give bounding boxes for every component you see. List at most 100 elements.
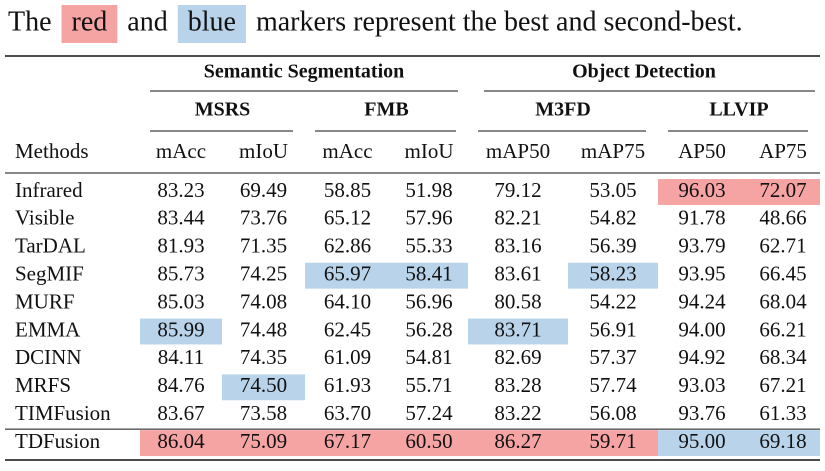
caption-text: The [8, 6, 52, 37]
cell-value: 74.25 [240, 262, 287, 286]
cell-value: 61.09 [324, 345, 371, 369]
cell-value: 67.17 [324, 429, 371, 453]
cell-value: 73.58 [240, 401, 287, 425]
cell-value: 60.50 [405, 429, 452, 453]
cell-value: 58.41 [405, 262, 452, 286]
cell-value: 61.33 [759, 401, 806, 425]
highlight [658, 179, 746, 205]
column-header: mAcc [156, 139, 206, 163]
cell-value: 57.74 [589, 373, 637, 397]
cell-value: 83.28 [494, 373, 541, 397]
cell-value: 83.67 [157, 401, 204, 425]
method-name: Visible [15, 206, 74, 230]
highlight [390, 430, 468, 457]
cell-value: 74.50 [240, 373, 287, 397]
cell-value: 79.12 [494, 178, 541, 202]
cell-value: 83.23 [157, 178, 204, 202]
cell-value: 61.93 [324, 373, 371, 397]
cell-value: 54.82 [589, 206, 636, 230]
caption-text: red [72, 6, 108, 37]
cell-value: 55.33 [405, 234, 452, 258]
method-name: TarDAL [15, 234, 86, 258]
cell-value: 85.03 [157, 289, 204, 313]
cell-value: 51.98 [405, 178, 452, 202]
cell-value: 48.66 [759, 206, 806, 230]
cell-value: 71.35 [240, 234, 287, 258]
column-header: mIoU [239, 139, 288, 163]
group-header: Object Detection [572, 61, 716, 83]
caption-swatch [61, 5, 118, 43]
cell-value: 69.49 [240, 178, 287, 202]
cell-value: 58.23 [589, 262, 636, 286]
highlight [140, 430, 222, 457]
cell-value: 65.97 [324, 262, 371, 286]
cell-value: 80.58 [494, 289, 541, 313]
column-header: AP50 [678, 139, 726, 163]
cell-value: 56.91 [589, 317, 636, 341]
dataset-header: LLVIP [709, 99, 768, 121]
highlight [305, 262, 390, 289]
method-name: DCINN [15, 345, 82, 369]
highlight [222, 374, 305, 401]
cell-value: 72.07 [759, 178, 806, 202]
cell-value: 94.24 [678, 289, 726, 313]
cell-value: 85.99 [157, 317, 204, 341]
dataset-header: FMB [364, 99, 408, 121]
highlight [568, 262, 658, 289]
column-header: mAP75 [581, 139, 645, 163]
cell-value: 93.76 [678, 401, 725, 425]
cell-value: 86.27 [494, 429, 541, 453]
cell-value: 84.11 [158, 345, 204, 369]
group-header: Semantic Segmentation [204, 61, 405, 83]
cell-value: 85.73 [157, 262, 204, 286]
highlight [568, 430, 658, 457]
caption-text: blue [188, 6, 236, 37]
method-name: MURF [15, 289, 75, 313]
cell-value: 57.37 [589, 345, 636, 369]
highlight [468, 430, 568, 457]
highlight [746, 430, 820, 457]
cell-value: 83.71 [494, 317, 541, 341]
cell-value: 93.79 [678, 234, 725, 258]
cell-value: 56.39 [589, 234, 636, 258]
cell-value: 68.04 [759, 289, 807, 313]
method-name: Infrared [15, 178, 83, 202]
dataset-header: MSRS [195, 99, 251, 121]
cell-value: 57.24 [405, 401, 453, 425]
cell-value: 62.86 [324, 234, 371, 258]
cell-value: 56.28 [405, 317, 452, 341]
dataset-header: M3FD [535, 99, 591, 121]
cell-value: 64.10 [324, 289, 371, 313]
cell-value: 73.76 [240, 206, 287, 230]
cell-value: 83.61 [494, 262, 541, 286]
cell-value: 63.70 [324, 401, 371, 425]
cell-value: 81.93 [157, 234, 204, 258]
caption-swatch [177, 5, 246, 43]
cell-value: 75.09 [240, 429, 287, 453]
cell-value: 94.92 [678, 345, 725, 369]
cell-value: 68.34 [759, 345, 807, 369]
cell-value: 57.96 [405, 206, 452, 230]
cell-value: 54.22 [589, 289, 636, 313]
cell-value: 74.35 [240, 345, 287, 369]
column-header: AP75 [759, 139, 807, 163]
highlight [390, 262, 468, 289]
highlight [140, 318, 222, 345]
cell-value: 84.76 [157, 373, 204, 397]
cell-value: 74.08 [240, 289, 287, 313]
cell-value: 93.03 [678, 373, 725, 397]
caption-text: and [127, 6, 167, 37]
cell-value: 82.21 [494, 206, 541, 230]
cell-value: 56.96 [405, 289, 452, 313]
highlight [468, 318, 568, 345]
cell-value: 62.45 [324, 317, 371, 341]
cell-value: 58.85 [324, 178, 371, 202]
column-header: Methods [15, 139, 89, 163]
cell-value: 86.04 [157, 429, 205, 453]
cell-value: 67.21 [759, 373, 806, 397]
cell-value: 69.18 [759, 429, 806, 453]
highlight [746, 179, 820, 205]
cell-value: 66.21 [759, 317, 806, 341]
